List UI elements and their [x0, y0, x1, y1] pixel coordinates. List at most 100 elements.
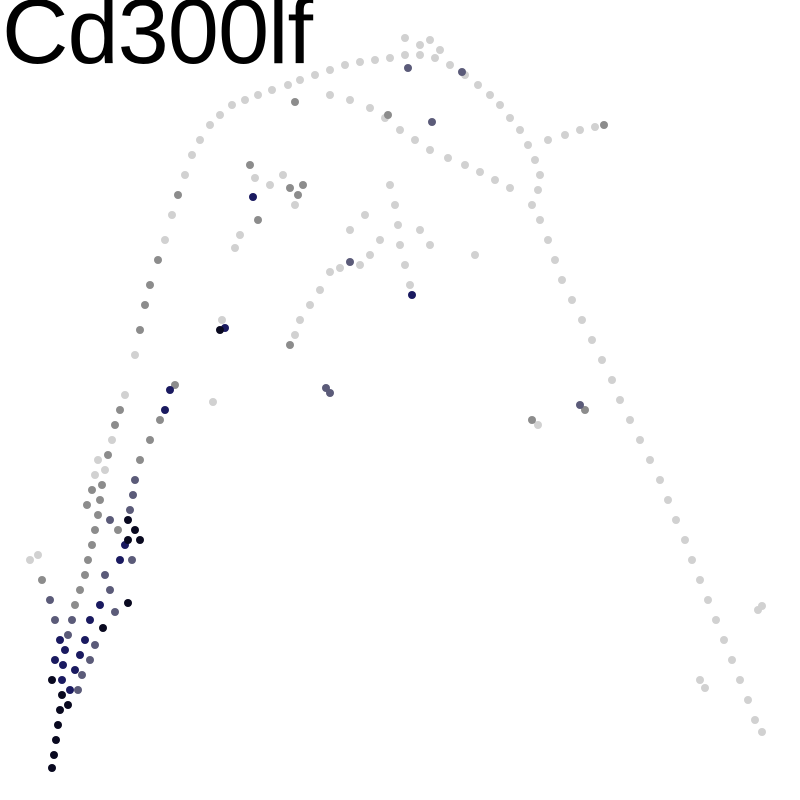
data-point [66, 686, 74, 694]
data-point [528, 416, 536, 424]
data-point [246, 161, 254, 169]
data-point [218, 316, 226, 324]
data-point [231, 244, 239, 252]
data-point [78, 671, 86, 679]
data-point [129, 491, 137, 499]
data-point [471, 251, 479, 259]
data-point [376, 236, 384, 244]
data-point [688, 556, 696, 564]
data-point [58, 691, 66, 699]
data-point [136, 326, 144, 334]
data-point [296, 316, 304, 324]
data-point [316, 286, 324, 294]
data-point [111, 608, 119, 616]
data-point [431, 54, 439, 62]
data-point [106, 586, 114, 594]
data-point [751, 716, 759, 724]
data-point [396, 241, 404, 249]
data-point [94, 456, 102, 464]
data-point [371, 56, 379, 64]
data-point [48, 676, 56, 684]
data-point [34, 551, 42, 559]
data-point [712, 616, 720, 624]
data-point [61, 646, 69, 654]
data-point [286, 184, 294, 192]
data-point [600, 121, 608, 129]
data-point [411, 136, 419, 144]
data-point [52, 736, 60, 744]
data-point [616, 396, 624, 404]
data-point [416, 226, 424, 234]
data-point [696, 676, 704, 684]
data-point [534, 186, 542, 194]
data-point [736, 676, 744, 684]
data-point [524, 141, 532, 149]
data-point [544, 136, 552, 144]
data-point [561, 131, 569, 139]
data-point [744, 696, 752, 704]
data-point [228, 101, 236, 109]
data-point [154, 256, 162, 264]
data-point [704, 596, 712, 604]
data-point [116, 406, 124, 414]
data-point [171, 381, 179, 389]
data-point [106, 516, 114, 524]
data-point [131, 526, 139, 534]
data-point [136, 456, 144, 464]
data-point [408, 291, 416, 299]
data-point [506, 184, 514, 192]
data-point [356, 261, 364, 269]
data-point [48, 764, 56, 772]
data-point [758, 602, 766, 610]
data-point [326, 91, 334, 99]
data-point [568, 296, 576, 304]
data-point [114, 526, 122, 534]
data-point [681, 536, 689, 544]
data-point [326, 268, 334, 276]
data-point [146, 281, 154, 289]
data-point [136, 536, 144, 544]
data-point [558, 276, 566, 284]
data-point [426, 241, 434, 249]
data-point [181, 171, 189, 179]
data-point [91, 526, 99, 534]
data-point [506, 114, 514, 122]
data-point [461, 161, 469, 169]
chart-title: Cd300lf [2, 0, 313, 83]
data-point [56, 636, 64, 644]
data-point [56, 706, 64, 714]
data-point [291, 331, 299, 339]
data-point [536, 216, 544, 224]
data-point [401, 34, 409, 42]
data-point [401, 261, 409, 269]
data-point [578, 316, 586, 324]
data-point [346, 226, 354, 234]
data-point [26, 556, 34, 564]
data-point [299, 181, 307, 189]
data-point [366, 251, 374, 259]
data-point [296, 76, 304, 84]
data-point [394, 221, 402, 229]
data-point [58, 676, 66, 684]
data-point [701, 684, 709, 692]
data-point [161, 236, 169, 244]
data-point [94, 511, 102, 519]
data-point [386, 181, 394, 189]
data-point [664, 496, 672, 504]
data-point [68, 616, 76, 624]
data-point [444, 154, 452, 162]
data-point [81, 636, 89, 644]
data-point [386, 54, 394, 62]
data-point [71, 601, 79, 609]
data-point [531, 156, 539, 164]
data-point [384, 111, 392, 119]
data-point [672, 516, 680, 524]
data-point [174, 191, 182, 199]
data-point [581, 406, 589, 414]
data-point [99, 624, 107, 632]
data-point [576, 401, 584, 409]
data-point [249, 193, 257, 201]
data-point [341, 61, 349, 69]
data-point [166, 386, 174, 394]
